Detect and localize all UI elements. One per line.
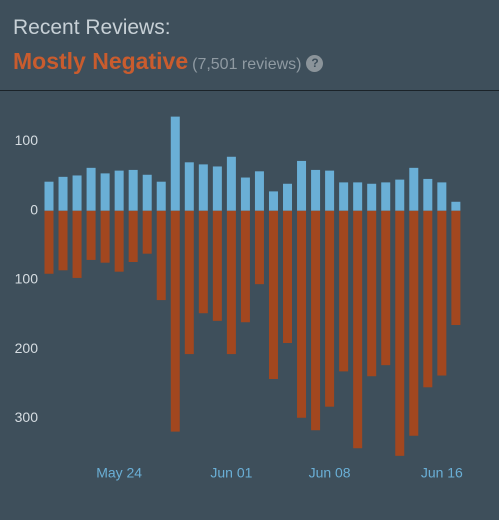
x-tick-label: Jun 01 [210, 465, 252, 481]
bar [395, 210, 405, 456]
bar [451, 201, 461, 211]
bar [409, 210, 419, 436]
bar [325, 210, 335, 407]
bar [114, 210, 124, 272]
bar [44, 181, 54, 211]
bar [212, 166, 222, 211]
bar [283, 210, 293, 343]
bar [353, 182, 363, 211]
rating: Mostly Negative [13, 48, 189, 74]
bar [58, 176, 68, 211]
bar [311, 210, 321, 431]
bar [451, 210, 461, 325]
x-tick-label: May 24 [96, 465, 142, 481]
bar [297, 160, 307, 211]
summary: Mostly Negative (7,501 reviews)? [13, 48, 324, 75]
bar [297, 210, 307, 418]
bar [128, 169, 138, 211]
bar [212, 210, 222, 321]
bar [170, 210, 180, 432]
y-tick-label: 100 [15, 271, 39, 287]
bar [381, 182, 391, 211]
bar [58, 210, 68, 271]
x-tick-label: Jun 16 [421, 465, 463, 481]
bar [100, 210, 110, 263]
bar [226, 156, 236, 211]
bar [367, 210, 377, 377]
bar [423, 178, 433, 211]
bar [240, 210, 250, 323]
bar [254, 210, 264, 285]
bar [339, 182, 349, 211]
bar [254, 171, 264, 211]
bar [268, 191, 278, 211]
bar [395, 179, 405, 211]
bar [114, 170, 124, 211]
help-icon[interactable]: ? [306, 55, 324, 72]
bar [156, 181, 166, 211]
bar [156, 210, 166, 301]
y-tick-label: 200 [15, 340, 39, 356]
bar [142, 174, 152, 211]
bar [226, 210, 236, 355]
bar [268, 210, 278, 379]
divider [0, 90, 499, 91]
y-tick-label: 100 [15, 132, 39, 148]
bar [184, 210, 194, 355]
bar [409, 167, 419, 211]
bar [100, 173, 110, 211]
bar [86, 167, 96, 211]
bar [86, 210, 96, 260]
bar [437, 210, 447, 376]
bar [367, 183, 377, 211]
bar [311, 169, 321, 211]
section-title: Recent Reviews: [13, 16, 171, 39]
y-tick-label: 0 [30, 201, 38, 217]
y-tick-label: 300 [15, 409, 39, 425]
bar [198, 210, 208, 314]
bar [72, 175, 82, 211]
bar [128, 210, 138, 262]
x-tick-label: Jun 08 [309, 465, 351, 481]
bar [44, 210, 54, 274]
bar [437, 182, 447, 211]
bar [184, 162, 194, 211]
bar [142, 210, 152, 254]
bar [240, 177, 250, 211]
bar [423, 210, 433, 388]
bar [381, 210, 391, 366]
bar [170, 116, 180, 211]
bar [325, 170, 335, 211]
bar [283, 183, 293, 211]
bar [72, 210, 82, 278]
bar [198, 164, 208, 211]
review-count: (7,501 reviews) [192, 56, 302, 73]
bar [339, 210, 349, 372]
bar [353, 210, 363, 449]
